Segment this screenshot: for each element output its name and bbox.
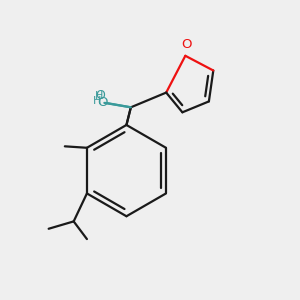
- Text: O: O: [182, 38, 192, 51]
- Text: H: H: [93, 95, 101, 106]
- Text: O: O: [97, 95, 107, 109]
- Text: O: O: [96, 89, 106, 102]
- Text: H: H: [95, 91, 103, 100]
